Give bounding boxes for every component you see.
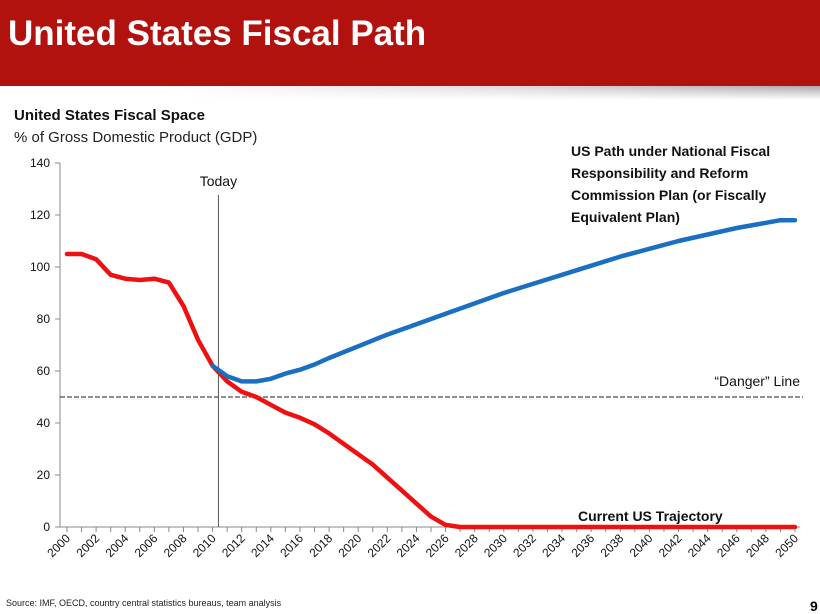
today-label: Today <box>200 173 237 189</box>
x-tick-label: 2034 <box>539 531 568 560</box>
x-tick-label: 2044 <box>685 531 714 560</box>
x-tick-label: 2014 <box>248 531 277 560</box>
x-tick-label: 2038 <box>598 531 627 560</box>
commission-plan-label: US Path under National Fiscal <box>571 143 770 159</box>
y-tick-label: 40 <box>37 416 51 430</box>
chart-y-label: % of Gross Domestic Product (GDP) <box>14 129 258 146</box>
x-tick-label: 2022 <box>365 531 394 560</box>
page-number: 9 <box>810 598 818 614</box>
commission-plan-label: Commission Plan (or Fiscally <box>571 187 766 203</box>
source-note: Source: IMF, OECD, country central stati… <box>6 598 282 608</box>
y-tick-label: 0 <box>43 520 50 534</box>
x-tick-label: 2040 <box>627 531 656 560</box>
y-tick-label: 80 <box>37 312 51 326</box>
x-tick-label: 2020 <box>336 531 365 560</box>
current-trajectory-label: Current US Trajectory <box>578 508 723 524</box>
chart-title: United States Fiscal Space <box>14 107 205 124</box>
x-tick-label: 2050 <box>772 531 801 560</box>
y-tick-label: 60 <box>37 364 51 378</box>
commission-plan-label: Equivalent Plan) <box>571 209 680 225</box>
x-tick-label: 2004 <box>103 531 132 560</box>
x-tick-label: 2030 <box>481 531 510 560</box>
x-tick-label: 2016 <box>277 531 306 560</box>
blue-series-line <box>210 217 798 384</box>
x-tick-label: 2048 <box>743 531 772 560</box>
x-tick-label: 2010 <box>190 531 219 560</box>
danger-line-label: “Danger” Line <box>714 373 800 389</box>
x-tick-label: 2028 <box>452 531 481 560</box>
y-tick-label: 100 <box>30 260 50 274</box>
x-tick-label: 2018 <box>306 531 335 560</box>
x-tick-label: 2002 <box>73 531 102 560</box>
slide-title: United States Fiscal Path <box>8 14 427 53</box>
x-tick-label: 2036 <box>568 531 597 560</box>
x-tick-label: 2012 <box>219 531 248 560</box>
title-banner <box>0 0 820 86</box>
y-tick-label: 20 <box>37 468 51 482</box>
y-tick-label: 120 <box>30 208 50 222</box>
x-tick-label: 2046 <box>714 531 743 560</box>
commission-plan-label: Responsibility and Reform <box>571 165 748 181</box>
banner-shadow <box>0 86 820 100</box>
x-tick-label: 2000 <box>44 531 73 560</box>
x-tick-label: 2006 <box>132 531 161 560</box>
red-series-line <box>64 251 798 530</box>
y-tick-label: 140 <box>30 156 50 170</box>
x-tick-label: 2024 <box>394 531 423 560</box>
x-tick-label: 2042 <box>656 531 685 560</box>
x-tick-label: 2008 <box>161 531 190 560</box>
x-tick-label: 2032 <box>510 531 539 560</box>
x-tick-label: 2026 <box>423 531 452 560</box>
